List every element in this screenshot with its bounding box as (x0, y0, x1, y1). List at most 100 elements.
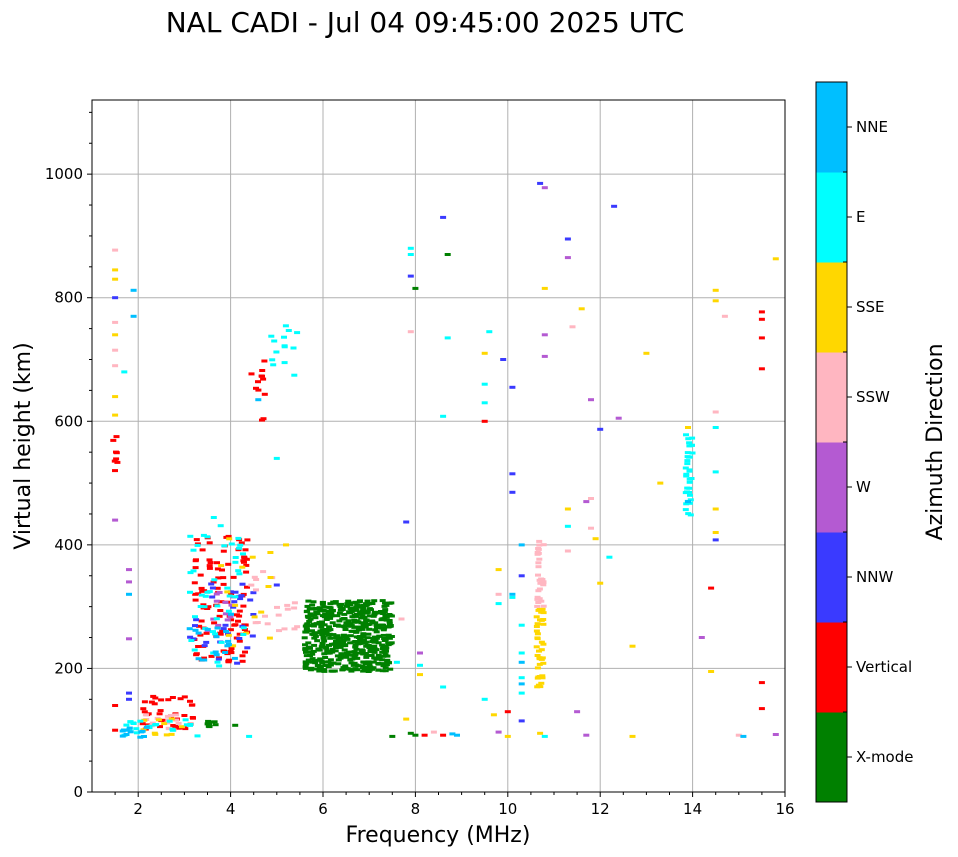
data-point-sse (267, 576, 274, 579)
data-point-vertical (243, 563, 250, 567)
data-point-nnw (440, 215, 447, 219)
data-point-x-mode (342, 666, 349, 670)
data-point-nnw (518, 719, 525, 723)
data-point-sse (403, 717, 410, 721)
data-point-vertical (151, 702, 158, 706)
data-point-x-mode (364, 636, 371, 640)
data-point-ssw (536, 557, 543, 561)
data-point-x-mode (302, 647, 309, 651)
data-point-x-mode (357, 625, 364, 629)
colorbar-swatch-e (816, 172, 847, 263)
data-point-x-mode (309, 629, 315, 633)
data-point-x-mode (319, 661, 326, 665)
data-point-e (481, 697, 488, 701)
data-point-ssw (252, 621, 259, 625)
data-point-nnw (234, 661, 241, 665)
data-point-vertical (193, 653, 200, 657)
data-point-x-mode (323, 614, 330, 618)
data-point-x-mode (319, 602, 326, 606)
data-point-w (213, 599, 220, 603)
data-point-x-mode (346, 610, 353, 614)
data-point-e (281, 361, 288, 365)
data-point-vertical (239, 654, 246, 658)
data-point-vertical (240, 604, 247, 608)
data-point-e (281, 345, 288, 349)
data-point-sse (712, 299, 719, 303)
data-point-sse (224, 590, 231, 594)
data-point-e (197, 605, 204, 608)
data-point-w (583, 500, 590, 504)
data-point-e (564, 524, 571, 528)
data-point-x-mode (366, 614, 373, 618)
data-point-ssw (536, 587, 543, 591)
y-axis-label: Virtual height (km) (11, 342, 36, 549)
data-point-sse (218, 564, 225, 568)
data-point-ssw (540, 580, 547, 584)
data-point-e (240, 552, 246, 556)
data-point-x-mode (351, 625, 358, 629)
data-point-x-mode (359, 627, 366, 631)
data-point-x-mode (341, 625, 348, 629)
data-point-ssw (535, 565, 542, 569)
data-point-vertical (220, 549, 227, 553)
data-point-x-mode (376, 655, 383, 659)
data-point-x-mode (370, 666, 377, 670)
data-point-x-mode (342, 643, 348, 647)
data-point-sse (592, 537, 599, 541)
data-point-e (210, 630, 216, 634)
data-point-vertical (228, 651, 235, 655)
data-point-ssw (264, 622, 271, 626)
data-point-vertical (258, 374, 265, 378)
data-point-sse (629, 734, 636, 738)
data-point-nnw (238, 594, 245, 598)
data-point-e (686, 441, 693, 445)
data-point-x-mode (301, 636, 308, 640)
colorbar-label-ssw: SSW (856, 388, 890, 406)
data-point-x-mode (412, 733, 419, 737)
data-point-vertical (150, 694, 157, 698)
data-point-sse (534, 636, 541, 640)
data-point-x-mode (313, 607, 320, 610)
data-point-x-mode (325, 651, 332, 655)
data-point-x-mode (341, 617, 348, 620)
data-point-x-mode (355, 664, 362, 668)
data-point-nne (228, 612, 234, 616)
data-point-x-mode (312, 634, 319, 638)
data-point-x-mode (378, 618, 385, 622)
data-point-vertical (193, 538, 200, 542)
data-point-x-mode (328, 613, 335, 617)
data-point-e (232, 595, 239, 599)
axis-ticks: 2 4 6 8 10 12 14 16 0 200 400 600 800 1000 (45, 111, 795, 818)
data-point-sse (533, 625, 540, 628)
data-point-x-mode (357, 639, 364, 642)
data-point-vertical (225, 562, 232, 566)
data-point-x-mode (327, 636, 334, 640)
data-point-x-mode (375, 657, 382, 661)
data-point-e (232, 560, 239, 564)
data-point-sse (536, 656, 543, 660)
data-point-x-mode (383, 615, 390, 619)
data-point-x-mode (354, 603, 361, 607)
data-point-e (481, 401, 488, 405)
data-point-x-mode (331, 642, 338, 646)
data-point-e (687, 498, 694, 502)
data-point-e (686, 501, 693, 505)
data-point-nne (222, 651, 229, 654)
data-point-sse (112, 333, 119, 337)
data-point-e (486, 330, 493, 334)
x-tick-label: 10 (498, 800, 517, 818)
data-point-x-mode (327, 663, 334, 667)
data-point-nne (740, 734, 747, 738)
data-point-nnw (230, 605, 237, 609)
data-point-nnw (249, 634, 256, 638)
data-point-x-mode (382, 608, 389, 612)
data-point-x-mode (370, 614, 377, 618)
data-point-e (240, 626, 247, 630)
data-point-e (684, 490, 690, 494)
data-point-nnw (193, 618, 200, 622)
data-point-x-mode (380, 612, 387, 615)
colorbar-label: Azimuth Direction (923, 343, 948, 540)
data-point-x-mode (370, 647, 377, 651)
data-point-sse (540, 622, 547, 626)
